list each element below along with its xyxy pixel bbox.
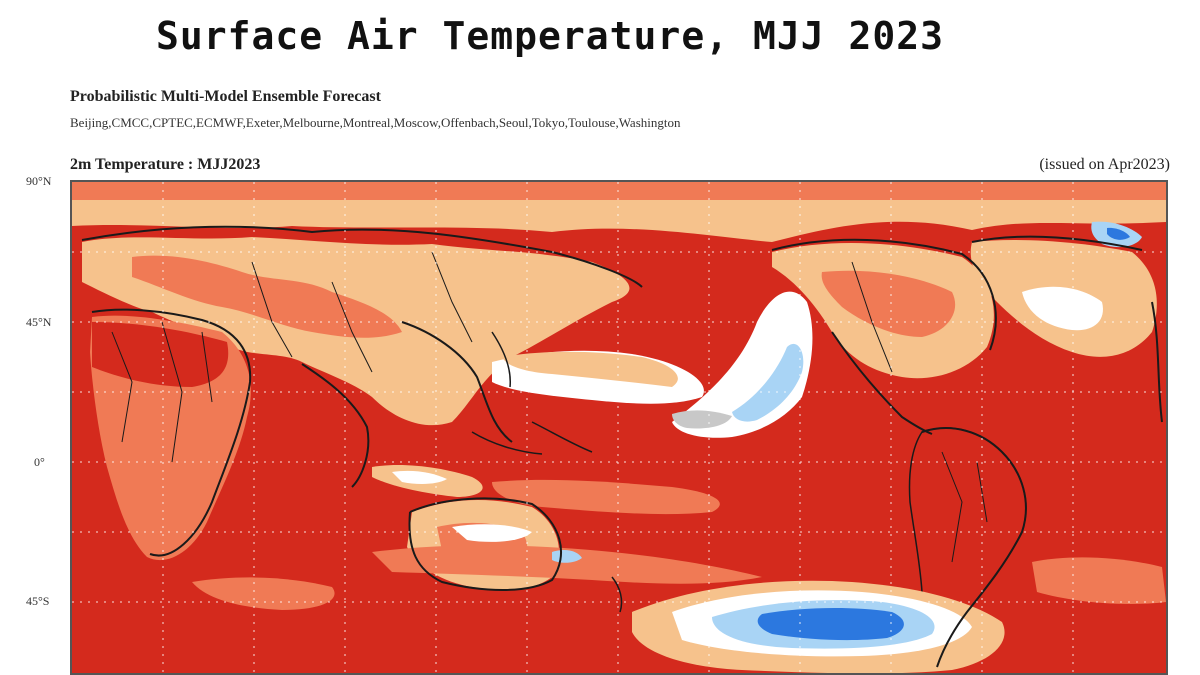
map-canvas xyxy=(72,182,1166,673)
greenland-cold-strong xyxy=(1107,227,1130,240)
north-america-warm xyxy=(821,270,956,337)
graticule xyxy=(72,182,1166,673)
nepacific-weak-cold xyxy=(732,343,804,422)
southern-ocean-strong-cold xyxy=(757,608,904,641)
contributing-centers: Beijing,CMCC,CPTEC,ECMWF,Exeter,Melbourn… xyxy=(70,115,681,130)
lat-label-equator: 0° xyxy=(34,455,45,469)
lat-label-90n: 90°N xyxy=(26,174,52,188)
lat-label-45s: 45°S xyxy=(26,594,50,608)
arctic-weak-warm-band xyxy=(72,200,1166,242)
lat-label-45n: 45°N xyxy=(26,315,52,329)
sahara-land-strong xyxy=(92,322,229,387)
indian-ocean-patch xyxy=(192,577,335,610)
north-atlantic-neutral xyxy=(1022,286,1103,331)
equatorial-neutral-spot xyxy=(392,470,447,484)
arctic-top-strip xyxy=(72,182,1166,200)
south-pacific-neutral xyxy=(452,524,532,542)
south-atlantic-patch xyxy=(1032,557,1166,604)
forecast-map xyxy=(70,180,1168,675)
coastlines xyxy=(81,225,1163,668)
india-land-warm xyxy=(301,367,377,482)
asia-land-warm xyxy=(132,255,402,338)
issued-label: (issued on Apr2023) xyxy=(1039,156,1170,173)
panel-variable-label: 2m Temperature : MJJ2023 xyxy=(70,156,261,173)
south-pacific-cold-spot xyxy=(552,550,582,563)
islands xyxy=(471,331,623,613)
npacific-weak-warm xyxy=(502,351,678,387)
south-pacific-band xyxy=(372,545,762,584)
nepacific-no-signal xyxy=(672,410,732,429)
forecast-subtitle: Probabilistic Multi-Model Ensemble Forec… xyxy=(70,88,381,105)
country-borders xyxy=(111,251,988,563)
central-pacific-band xyxy=(492,479,720,515)
main-title: Surface Air Temperature, MJJ 2023 xyxy=(156,14,944,58)
